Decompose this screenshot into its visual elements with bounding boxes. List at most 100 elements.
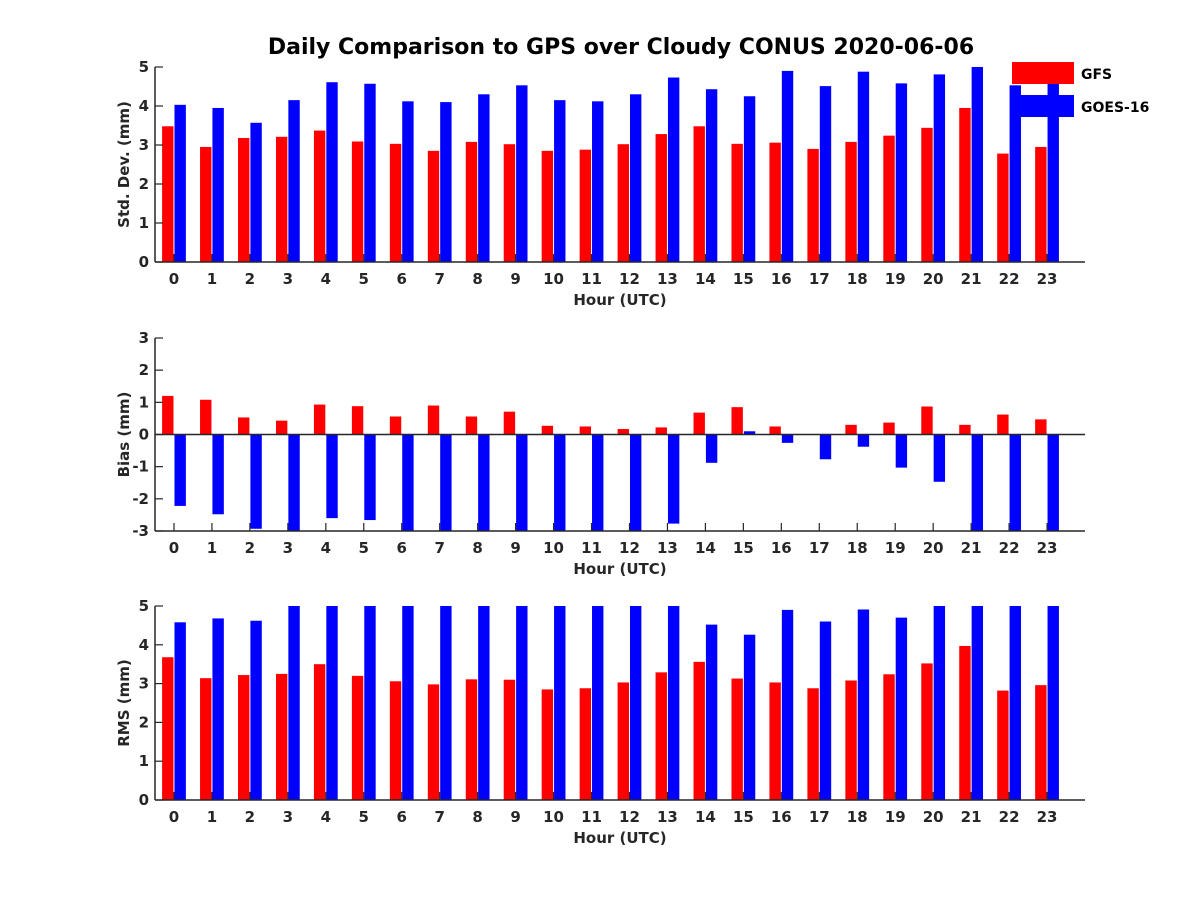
x-tick-label-9: 9 xyxy=(510,808,520,826)
bar-gfs-hour-20 xyxy=(921,127,933,262)
bar-gfs-hour-0 xyxy=(162,395,174,435)
x-tick-label-10: 10 xyxy=(543,808,564,826)
y-axis-label: Std. Dev. (mm) xyxy=(115,101,133,228)
bar-gfs-hour-1 xyxy=(200,146,212,262)
bar-goes16-hour-19 xyxy=(895,434,908,468)
x-tick-label-16: 16 xyxy=(771,539,792,557)
x-tick-label-18: 18 xyxy=(847,808,868,826)
x-tick-label-8: 8 xyxy=(472,270,482,288)
y-tick-label: 1 xyxy=(139,214,149,232)
x-tick-label-19: 19 xyxy=(885,270,906,288)
bar-gfs-hour-1 xyxy=(200,399,212,435)
bar-gfs-hour-2 xyxy=(238,675,250,800)
bar-goes16-hour-23 xyxy=(1047,606,1059,800)
bar-gfs-hour-9 xyxy=(503,679,516,800)
bar-goes16-hour-11 xyxy=(592,606,604,800)
bar-gfs-hour-4 xyxy=(313,664,326,800)
bar-gfs-hour-12 xyxy=(617,144,629,262)
x-tick-label-14: 14 xyxy=(695,808,716,826)
x-tick-label-20: 20 xyxy=(923,808,944,826)
y-tick-label: 2 xyxy=(139,175,149,193)
y-tick-label: -3 xyxy=(132,522,149,540)
bar-goes16-hour-3 xyxy=(288,434,300,531)
x-tick-label-12: 12 xyxy=(619,808,640,826)
bar-gfs-hour-19 xyxy=(883,135,895,262)
bar-gfs-hour-22 xyxy=(997,153,1009,262)
bar-goes16-hour-15 xyxy=(743,431,756,435)
x-tick-label-5: 5 xyxy=(359,270,369,288)
bar-gfs-hour-22 xyxy=(997,690,1009,800)
bar-goes16-hour-14 xyxy=(705,624,718,800)
bar-goes16-hour-10 xyxy=(554,606,566,800)
x-axis-label: Hour (UTC) xyxy=(573,291,666,309)
x-tick-label-4: 4 xyxy=(321,808,331,826)
x-tick-label-16: 16 xyxy=(771,808,792,826)
bar-goes16-hour-4 xyxy=(326,434,338,519)
bar-gfs-hour-20 xyxy=(921,406,933,435)
bar-goes16-hour-14 xyxy=(705,89,718,262)
bar-goes16-hour-5 xyxy=(364,83,376,263)
bar-gfs-hour-5 xyxy=(351,675,364,800)
bar-goes16-hour-3 xyxy=(288,100,300,263)
bar-goes16-hour-21 xyxy=(971,67,984,262)
bar-gfs-hour-7 xyxy=(427,150,440,262)
bar-gfs-hour-13 xyxy=(655,672,667,800)
bar-goes16-hour-9 xyxy=(516,85,528,262)
bar-goes16-hour-4 xyxy=(326,82,338,263)
y-tick-label: 2 xyxy=(139,713,149,731)
bar-gfs-hour-23 xyxy=(1035,146,1047,262)
y-tick-label: 3 xyxy=(139,329,149,347)
x-tick-label-9: 9 xyxy=(510,270,520,288)
bar-goes16-hour-17 xyxy=(819,86,832,262)
bar-gfs-hour-4 xyxy=(313,404,326,435)
y-tick-label: -2 xyxy=(132,490,149,508)
x-tick-label-20: 20 xyxy=(923,539,944,557)
bar-gfs-hour-11 xyxy=(579,688,592,800)
x-tick-label-17: 17 xyxy=(809,808,830,826)
y-tick-label: 0 xyxy=(139,791,149,809)
bar-goes16-hour-18 xyxy=(857,71,870,263)
x-tick-label-2: 2 xyxy=(245,808,255,826)
bar-goes16-hour-6 xyxy=(402,434,414,531)
bar-gfs-hour-13 xyxy=(655,134,667,262)
bar-goes16-hour-9 xyxy=(516,434,528,531)
x-tick-label-11: 11 xyxy=(581,808,602,826)
bar-gfs-hour-16 xyxy=(769,426,781,435)
bar-gfs-hour-12 xyxy=(617,429,629,435)
x-tick-label-22: 22 xyxy=(999,539,1020,557)
x-tick-label-22: 22 xyxy=(999,808,1020,826)
x-tick-label-15: 15 xyxy=(733,270,754,288)
x-tick-label-4: 4 xyxy=(321,539,331,557)
legend: GFS GOES-16 xyxy=(1012,62,1149,117)
bar-goes16-hour-1 xyxy=(212,618,224,800)
bar-gfs-hour-0 xyxy=(162,657,174,800)
bar-goes16-hour-15 xyxy=(743,634,756,800)
x-tick-label-10: 10 xyxy=(543,270,564,288)
x-tick-label-14: 14 xyxy=(695,270,716,288)
bar-goes16-hour-12 xyxy=(629,94,642,262)
x-tick-label-21: 21 xyxy=(961,808,982,826)
bar-goes16-hour-2 xyxy=(250,434,262,529)
bar-goes16-hour-18 xyxy=(857,434,870,447)
x-tick-label-2: 2 xyxy=(245,270,255,288)
x-axis-label: Hour (UTC) xyxy=(573,829,666,847)
x-tick-label-18: 18 xyxy=(847,539,868,557)
legend-label-gfs: GFS xyxy=(1081,67,1112,83)
bar-gfs-hour-18 xyxy=(845,141,857,262)
bar-goes16-hour-19 xyxy=(895,83,908,262)
x-tick-label-6: 6 xyxy=(397,539,407,557)
bar-goes16-hour-11 xyxy=(592,101,604,262)
bar-gfs-hour-15 xyxy=(731,143,743,262)
y-tick-label: 5 xyxy=(139,58,149,76)
x-tick-label-0: 0 xyxy=(169,539,179,557)
y-tick-label: 4 xyxy=(139,97,149,115)
x-tick-label-13: 13 xyxy=(657,808,678,826)
bar-gfs-hour-23 xyxy=(1035,685,1047,800)
x-tick-label-17: 17 xyxy=(809,539,830,557)
bar-goes16-hour-5 xyxy=(364,606,376,800)
bar-gfs-hour-15 xyxy=(731,407,743,435)
y-tick-label: -1 xyxy=(132,458,149,476)
x-tick-label-7: 7 xyxy=(434,539,444,557)
bar-gfs-hour-17 xyxy=(807,148,819,262)
